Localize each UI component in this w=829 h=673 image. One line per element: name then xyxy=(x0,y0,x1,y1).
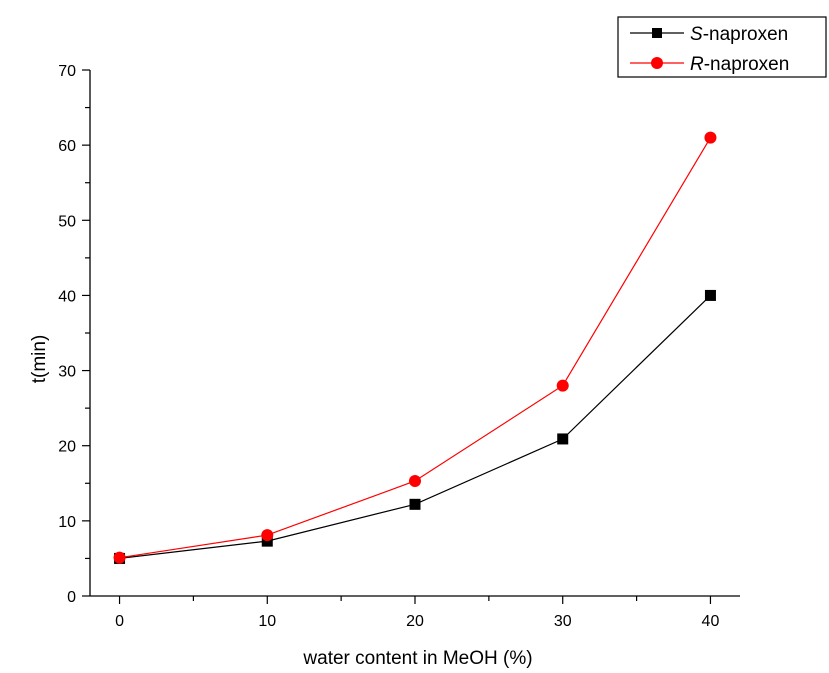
series-line-r-naproxen xyxy=(119,137,712,559)
data-point-r-naproxen xyxy=(409,475,421,488)
data-point-r-naproxen xyxy=(113,551,126,564)
y-tick-label: 10 xyxy=(58,514,76,531)
axes xyxy=(89,70,740,597)
series-line-s-naproxen xyxy=(119,294,711,559)
x-tick-label: 20 xyxy=(406,613,424,630)
y-tick-label: 20 xyxy=(58,439,76,456)
series-layer xyxy=(113,131,717,564)
legend: S-naproxen R-naproxen xyxy=(617,16,827,78)
data-point-s-naproxen xyxy=(409,498,421,510)
y-tick-label: 50 xyxy=(58,213,76,230)
data-point-r-naproxen xyxy=(261,529,274,542)
data-point-s-naproxen xyxy=(557,433,569,445)
data-point-r-naproxen xyxy=(556,379,569,392)
series-r-naproxen xyxy=(113,131,717,564)
y-tick-label: 30 xyxy=(58,364,76,381)
x-tick-label: 30 xyxy=(554,613,572,630)
data-point-r-naproxen xyxy=(704,131,717,144)
y-tick-label: 60 xyxy=(58,138,76,155)
x-axis-title: water content in MeOH (%) xyxy=(302,648,532,669)
y-tick-label: 40 xyxy=(58,288,76,305)
legend-label-r-naproxen: R-naproxen xyxy=(690,54,789,75)
x-tick-label: 0 xyxy=(115,613,124,630)
y-tick-label: 70 xyxy=(58,63,76,80)
x-tick-label: 10 xyxy=(258,613,276,630)
data-point-s-naproxen xyxy=(261,535,273,547)
y-axis-title: t(min) xyxy=(29,335,50,384)
series-s-naproxen xyxy=(114,289,716,564)
data-point-s-naproxen xyxy=(704,289,716,301)
y-axis-ticks: 0 10 20 30 40 50 60 70 xyxy=(58,63,90,606)
legend-label-s-naproxen: S-naproxen xyxy=(690,24,788,45)
y-tick-label: 0 xyxy=(67,589,76,606)
legend-swatch-s-naproxen-marker xyxy=(652,28,662,38)
legend-swatch-r-naproxen-marker xyxy=(651,57,663,69)
x-tick-label: 40 xyxy=(702,613,720,630)
x-axis-ticks: 0 10 20 30 40 xyxy=(115,596,719,630)
